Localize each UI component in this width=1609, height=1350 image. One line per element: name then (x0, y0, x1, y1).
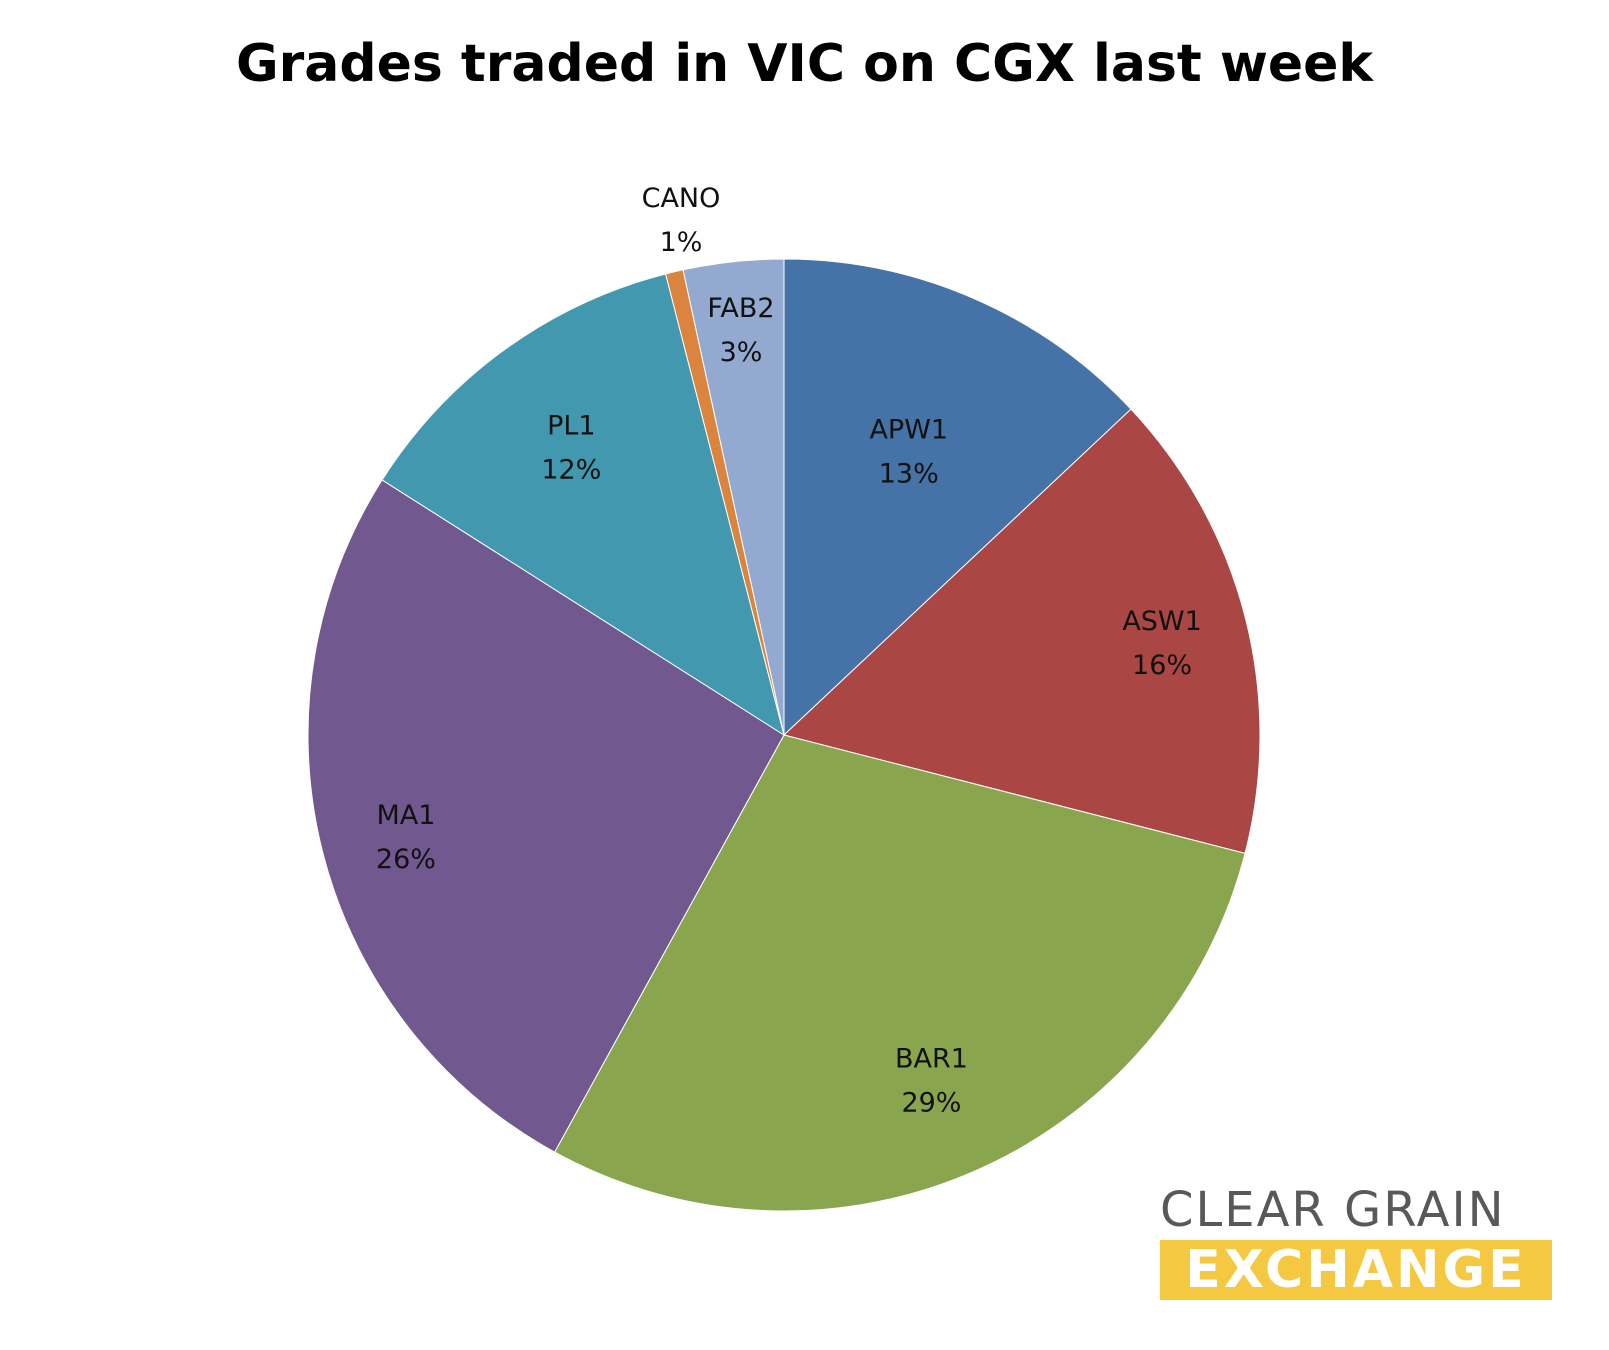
clear-grain-exchange-logo: CLEAR GRAIN EXCHANGE (1160, 1184, 1552, 1300)
slice-label-apw1: APW1 (869, 415, 948, 446)
chart-title: Grades traded in VIC on CGX last week (235, 34, 1374, 94)
slice-percent-ma1: 26% (376, 844, 436, 875)
slice-percent-fab2: 3% (720, 337, 763, 368)
slice-percent-apw1: 13% (879, 459, 939, 490)
slice-label-ma1: MA1 (376, 800, 435, 831)
pie-slice-fab2 (682, 258, 785, 736)
slice-label-cano: CANO (642, 183, 721, 214)
pie-slice-asw1 (782, 408, 1261, 854)
pie-slice-apw1 (783, 258, 1132, 737)
logo-text-clear-grain: CLEAR GRAIN (1160, 1182, 1506, 1238)
slice-percent-pl1: 12% (541, 454, 601, 485)
slice-label-fab2: FAB2 (707, 293, 774, 324)
pie-slice-pl1 (381, 273, 785, 737)
slice-label-asw1: ASW1 (1122, 606, 1201, 637)
slice-label-pl1: PL1 (547, 410, 596, 441)
slice-percent-bar1: 29% (901, 1088, 961, 1119)
slice-percent-asw1: 16% (1132, 650, 1192, 681)
slice-label-bar1: BAR1 (895, 1044, 968, 1075)
pie-slice-bar1 (554, 734, 1246, 1212)
pie-slices (307, 258, 1261, 1212)
pie-slice-ma1 (307, 479, 785, 1153)
logo-text-exchange: EXCHANGE (1160, 1240, 1552, 1300)
slice-percent-cano: 1% (660, 227, 703, 258)
pie-labels: APW1 13% ASW1 16% BAR1 29% MA1 26% PL1 12% CANO 1% F… (376, 183, 1202, 1119)
